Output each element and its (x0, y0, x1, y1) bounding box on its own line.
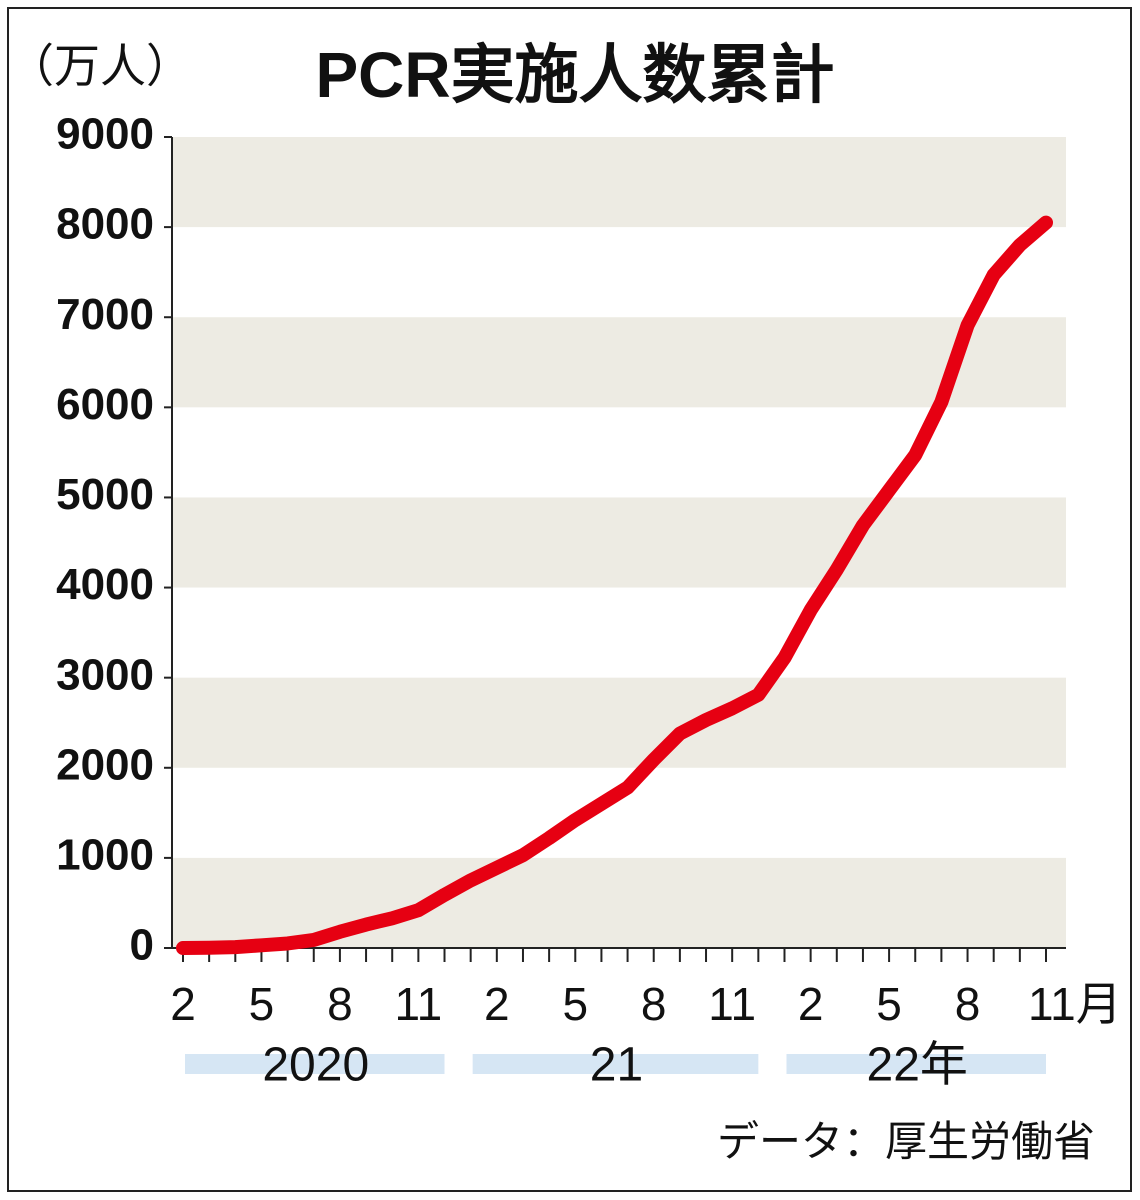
unit-label: （万人） (8, 40, 192, 92)
x-tick-label: 2 (170, 978, 196, 1030)
y-tick-label: 4000 (56, 560, 154, 609)
year-label: 21 (590, 1039, 643, 1092)
y-tick-label: 7000 (56, 290, 154, 339)
x-tick-label: 2 (798, 978, 824, 1030)
year-label: 2020 (262, 1039, 369, 1092)
x-tick-label: 2 (484, 978, 510, 1030)
y-tick-label: 6000 (56, 380, 154, 429)
source: データ：厚生労働省 (717, 1117, 1095, 1166)
year-bar (786, 1054, 1046, 1074)
year-bar (472, 1054, 759, 1074)
year-bar (185, 1054, 445, 1074)
grid-band (172, 137, 1066, 228)
y-tick-label: 5000 (56, 470, 154, 519)
y-tick-label: 1000 (56, 831, 154, 880)
grid-band (172, 317, 1066, 408)
data-line (176, 215, 1053, 955)
y-tick-label: 9000 (56, 110, 154, 159)
x-tick-label: 8 (641, 978, 667, 1030)
grid-band (172, 497, 1066, 588)
y-tick-label: 0 (130, 921, 154, 970)
x-tick-label: 11 (394, 978, 442, 1030)
x-tick-label: 5 (876, 978, 902, 1030)
x-tick-label: 5 (249, 978, 275, 1030)
chart-title: PCR実施人数累計 (315, 39, 834, 111)
grid-band (172, 677, 1066, 768)
x-tick-label: 5 (562, 978, 588, 1030)
year-label: 22年 (867, 1039, 968, 1092)
y-tick-label: 3000 (56, 650, 154, 699)
x-tick-label: 8 (327, 978, 353, 1030)
x-tick-label: 11 (708, 978, 756, 1030)
y-tick-label: 8000 (56, 200, 154, 249)
x-tick-label: 8 (955, 978, 981, 1030)
y-tick-label: 2000 (56, 740, 154, 789)
x-tick-label: 11月 (1028, 978, 1122, 1030)
